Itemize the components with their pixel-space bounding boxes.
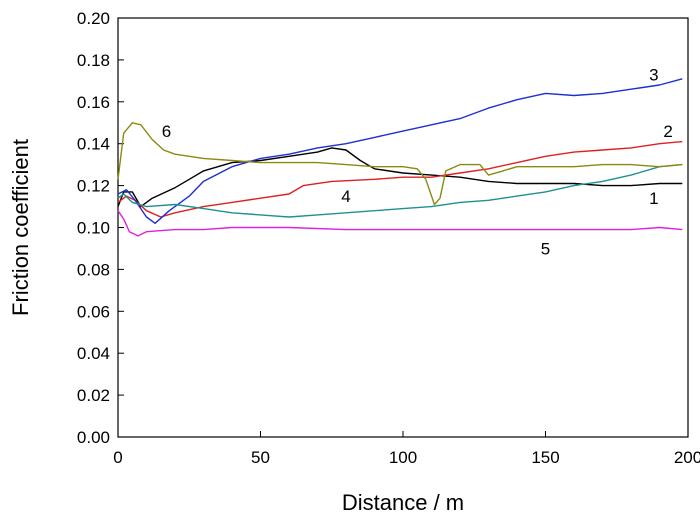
- y-axis: 0.00 0.02 0.04 0.06 0.08 0.10 0.12 0.14 0.16 0.18…: [77, 9, 124, 447]
- series-1-line: [117, 147, 683, 208]
- series-number-label: 5: [541, 239, 550, 258]
- y-tick-label: 0.18: [77, 51, 110, 70]
- x-tick-label: 150: [531, 448, 559, 467]
- y-tick-label: 0.16: [77, 93, 110, 112]
- y-tick-label: 0.10: [77, 219, 110, 238]
- y-tick-label: 0.08: [77, 260, 110, 279]
- x-tick-label: 100: [389, 448, 417, 467]
- series-number-label: 2: [663, 122, 672, 141]
- y-tick-label: 0.02: [77, 386, 110, 405]
- y-axis-title: Friction coefficient: [8, 139, 33, 316]
- y-tick-label: 0.12: [77, 177, 110, 196]
- y-tick-label: 0.04: [77, 344, 110, 363]
- x-tick-label: 0: [113, 448, 122, 467]
- y-tick-label: 0.20: [77, 9, 110, 28]
- series-number-label: 6: [162, 122, 171, 141]
- x-axis-title: Distance / m: [342, 490, 464, 515]
- series-5-line: [117, 210, 683, 237]
- y-tick-label: 0.00: [77, 428, 110, 447]
- series-2-line: [117, 140, 683, 218]
- x-axis: 0 50 100 150 200: [113, 431, 700, 467]
- series-4-line: [117, 163, 683, 218]
- series-number-label: 4: [341, 187, 350, 206]
- annotation-layer: 1 2 3 4 5 6: [162, 66, 673, 259]
- series-6-line: [117, 122, 683, 206]
- plot-area-frame: [117, 17, 689, 438]
- series-layer: [117, 78, 683, 237]
- series-number-label: 1: [649, 189, 658, 208]
- x-tick-label: 200: [674, 448, 700, 467]
- y-tick-label: 0.14: [77, 135, 110, 154]
- series-3-line: [117, 78, 683, 224]
- x-tick-label: 50: [251, 448, 270, 467]
- y-tick-label: 0.06: [77, 302, 110, 321]
- series-number-label: 3: [649, 66, 658, 85]
